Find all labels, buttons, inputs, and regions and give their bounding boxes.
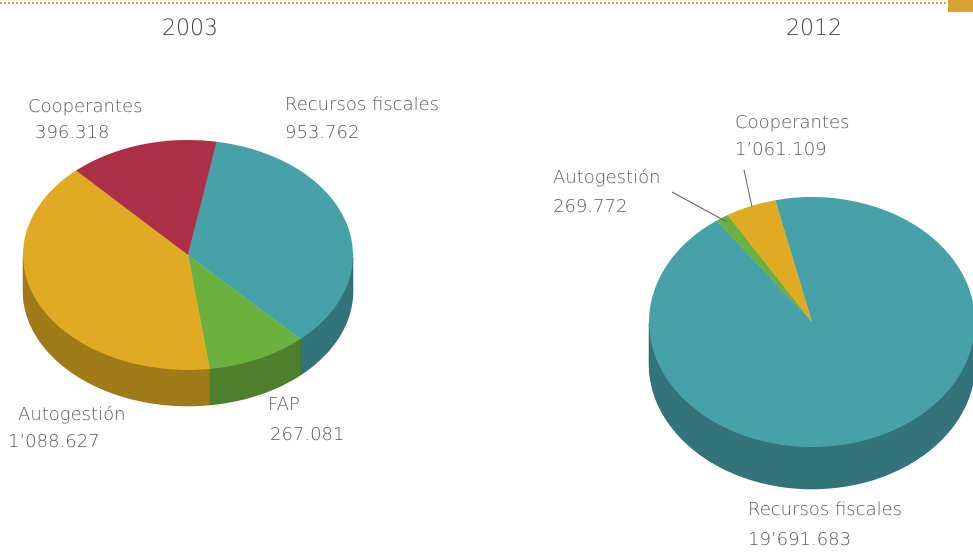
slice-label: Autogestión xyxy=(18,404,126,425)
slice-value: 19’691.683 xyxy=(748,529,851,550)
slice-label: Autogestión xyxy=(553,167,661,188)
chart-title: 2012 xyxy=(786,16,842,41)
leader-line xyxy=(743,169,753,208)
slice-label: Recursos fiscales xyxy=(748,499,902,520)
slice-label: Recursos fiscales xyxy=(285,94,439,115)
pie-slice xyxy=(649,197,973,447)
slice-value: 953.762 xyxy=(285,122,359,143)
pie-slice xyxy=(727,200,812,322)
slice-label: FAP xyxy=(268,394,300,415)
slice-label: Cooperantes xyxy=(735,112,849,133)
pie-slice xyxy=(188,255,301,369)
slice-value: 396.318 xyxy=(35,122,109,143)
pie-slice xyxy=(188,141,353,339)
slice-value: 1’061.109 xyxy=(735,139,827,160)
pie-side xyxy=(22,256,210,407)
chart-title: 2003 xyxy=(162,16,218,41)
slice-value: 269.772 xyxy=(553,196,627,217)
leader-line xyxy=(671,191,728,223)
slice-label: Cooperantes xyxy=(28,96,142,117)
pie-slice xyxy=(716,215,812,322)
slice-value: 267.081 xyxy=(270,424,344,445)
pie-slice xyxy=(23,170,210,370)
corner-block xyxy=(948,0,973,12)
slice-value: 1’088.627 xyxy=(8,431,100,452)
pie-slice xyxy=(76,140,217,255)
